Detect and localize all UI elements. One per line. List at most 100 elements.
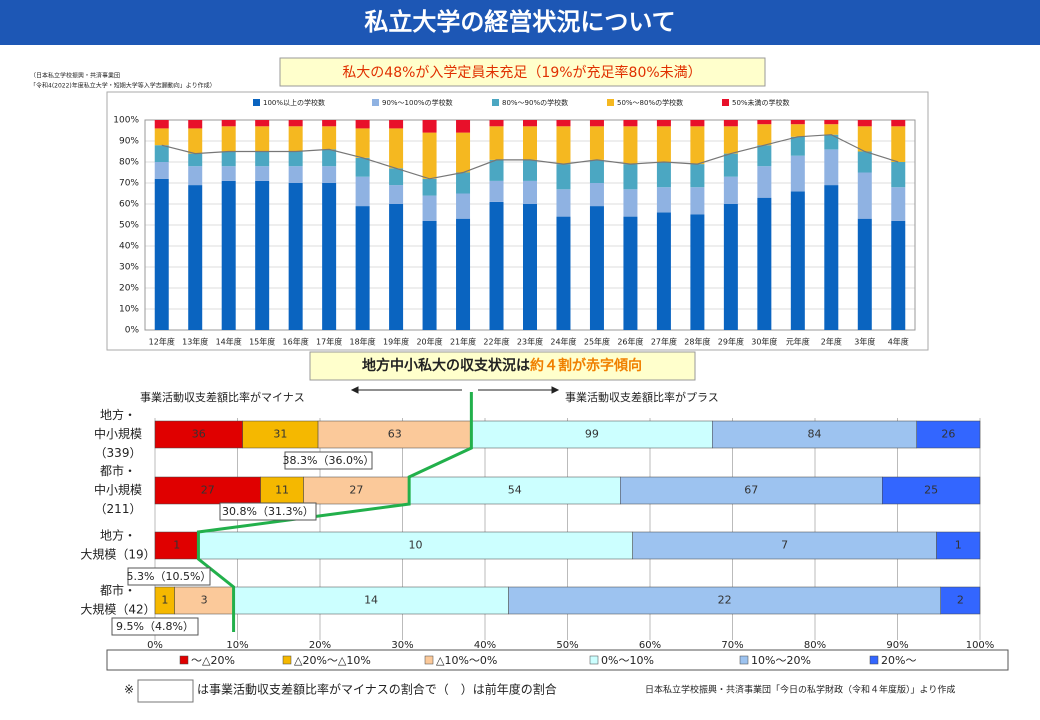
- bar-segment: [288, 151, 303, 167]
- annotation: 38.3%（36.0%）: [283, 454, 375, 467]
- bar-segment: [656, 162, 671, 188]
- legend-label: 100%以上の学校数: [263, 98, 325, 107]
- y-tick-label: 50%: [119, 221, 139, 231]
- bar-segment: [712, 420, 917, 449]
- data-label: 1: [173, 539, 180, 552]
- x-tick-label: 22年度: [483, 337, 509, 347]
- annotation: 30.8%（31.3%）: [222, 505, 314, 518]
- x-tick-label: 21年度: [450, 337, 476, 347]
- bar-segment: [656, 120, 671, 127]
- x-tick-label: 80%: [804, 640, 826, 651]
- x-tick-label: 29年度: [718, 337, 744, 347]
- bar-segment: [317, 420, 472, 449]
- x-tick-label: 20%: [309, 640, 331, 651]
- x-tick-label: 28年度: [684, 337, 710, 347]
- bar-segment: [623, 120, 638, 127]
- bar-segment: [255, 180, 270, 330]
- bar-segment: [174, 586, 234, 615]
- y-tick-label: 0%: [125, 326, 140, 336]
- y-tick-label: 中小規模: [94, 482, 142, 497]
- bar-segment: [288, 183, 303, 330]
- y-tick-label: 大規模（42）: [80, 602, 155, 617]
- legend-swatch: [492, 99, 499, 106]
- bar-segment: [690, 164, 705, 188]
- bar-segment: [188, 120, 203, 129]
- bar-segment: [389, 168, 404, 186]
- bar-segment: [656, 187, 671, 213]
- bar-segment: [723, 126, 738, 154]
- bar-segment: [857, 126, 872, 152]
- trend-line: [161, 134, 899, 180]
- bar-segment: [221, 126, 236, 152]
- bar-segment: [523, 120, 537, 127]
- data-label: 7: [781, 539, 788, 552]
- bar-segment: [556, 126, 571, 165]
- y-tick-label: 中小規模: [94, 426, 142, 441]
- bar-segment: [690, 126, 705, 165]
- bar-segment: [221, 180, 236, 330]
- bar-segment: [233, 586, 509, 615]
- legend-label: 80%〜90%の学校数: [502, 98, 568, 107]
- bar-segment: [857, 120, 872, 127]
- legend-swatch: [372, 99, 379, 106]
- data-label: 54: [508, 484, 522, 497]
- bar-segment: [355, 157, 370, 177]
- y-tick-label: 40%: [119, 242, 139, 252]
- bar-segment: [188, 166, 203, 186]
- bar-segment: [757, 197, 772, 330]
- bar-segment: [255, 120, 270, 127]
- bar-segment: [188, 185, 203, 330]
- bar-segment: [824, 134, 839, 150]
- legend-label: 50%未満の学校数: [732, 98, 790, 107]
- bar-segment: [489, 126, 504, 160]
- x-tick-label: 40%: [474, 640, 496, 651]
- bar-segment: [824, 120, 839, 125]
- legend-swatch: [282, 655, 292, 665]
- bar-segment: [916, 420, 981, 449]
- bar-segment: [422, 220, 437, 330]
- bar-segment: [508, 586, 941, 615]
- bar-segment: [523, 126, 537, 160]
- bar-segment: [790, 155, 805, 192]
- bar-segment: [389, 185, 404, 204]
- bar-segment: [523, 159, 537, 181]
- bar-segment: [891, 162, 906, 188]
- bar-segment: [824, 124, 839, 135]
- legend-swatch: [607, 99, 614, 106]
- bar-segment: [757, 145, 772, 167]
- bar-segment: [303, 476, 410, 505]
- legend-label: 0%〜10%: [601, 654, 654, 667]
- data-label: 67: [744, 484, 758, 497]
- bar-segment: [322, 166, 337, 183]
- bar-segment: [556, 120, 571, 127]
- legend-label: △10%〜0%: [436, 654, 497, 667]
- bar-segment: [690, 187, 705, 215]
- bar-segment: [757, 166, 772, 198]
- y-tick-label: 地方・: [100, 407, 136, 422]
- bar-segment: [656, 126, 671, 162]
- x-tick-label: 27年度: [651, 337, 677, 347]
- bar-segment: [656, 212, 671, 330]
- bar-segment: [489, 201, 504, 330]
- bar-segment: [260, 476, 304, 505]
- slide-title: 私立大学の経営状況について: [364, 8, 675, 36]
- data-label: 25: [924, 484, 938, 497]
- x-tick-label: 12年度: [149, 337, 175, 347]
- footnote-box: [137, 679, 194, 703]
- annotation-box: [284, 451, 373, 470]
- x-tick-label: 元年度: [786, 337, 810, 347]
- x-tick-label: 10%: [226, 640, 248, 651]
- bar-segment: [154, 162, 169, 179]
- bar-segment: [723, 153, 738, 177]
- bar-segment: [456, 193, 471, 219]
- y-tick-label: （339）: [95, 446, 142, 460]
- y-tick-label: 30%: [119, 263, 139, 273]
- bar-segment: [456, 218, 471, 330]
- bar-segment: [255, 166, 270, 181]
- bar-segment: [322, 120, 337, 127]
- x-tick-label: 30%: [391, 640, 413, 651]
- bar-segment: [188, 153, 203, 167]
- bar-segment: [221, 120, 236, 127]
- bar-segment: [456, 172, 471, 194]
- legend-label: 50%〜80%の学校数: [617, 98, 683, 107]
